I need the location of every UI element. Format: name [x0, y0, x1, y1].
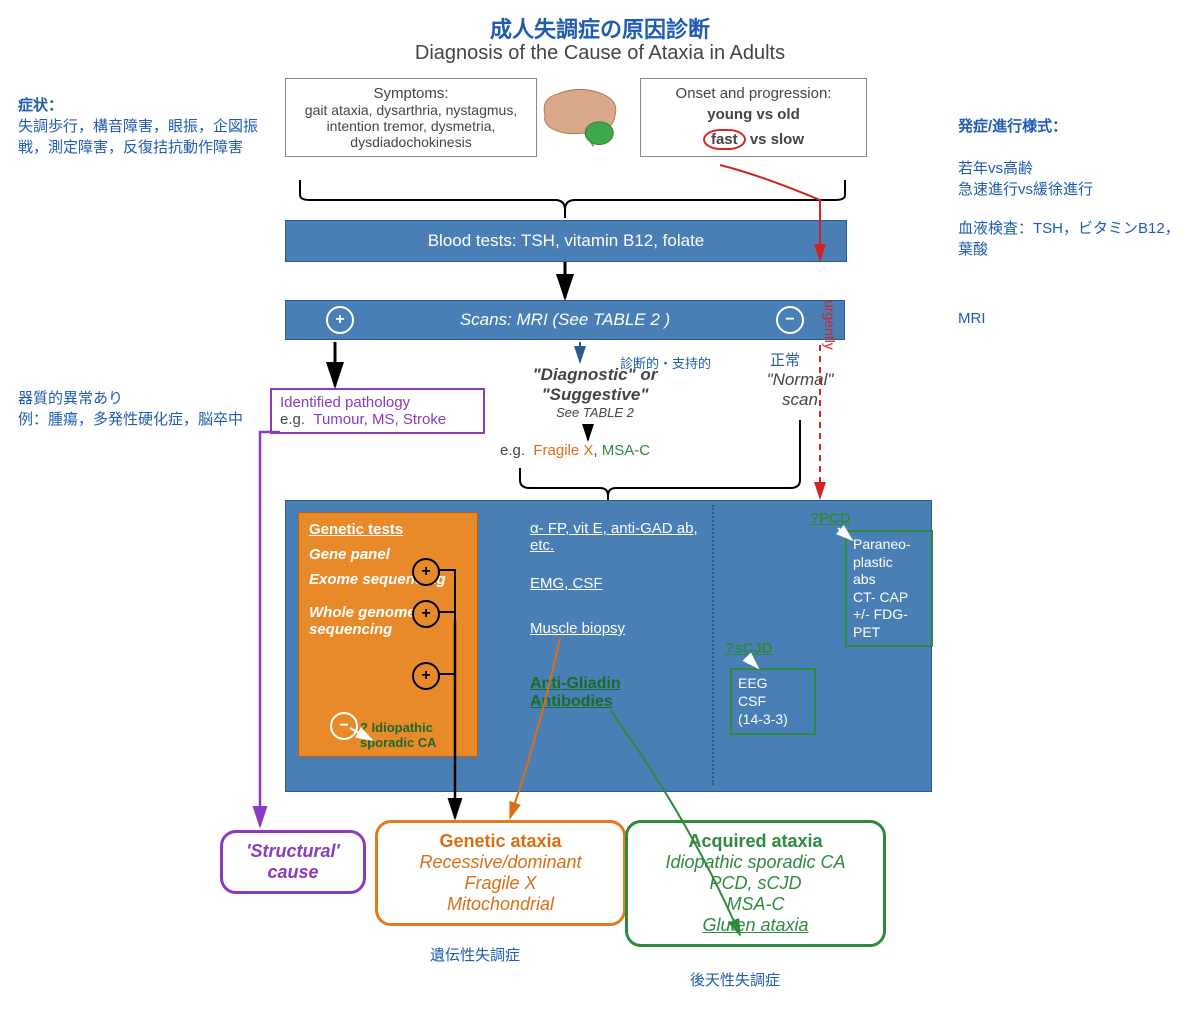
normal-l2: scan — [745, 390, 855, 410]
muscle-biopsy: Muscle biopsy — [530, 620, 625, 637]
normal-scan: "Normal" scan — [745, 370, 855, 410]
scjd-q: ?sCJD — [725, 640, 773, 657]
scjd-box: EEG CSF (14-3-3) — [730, 668, 816, 735]
eg-msac: MSA-C — [602, 442, 650, 459]
onset-slow: vs slow — [746, 131, 804, 148]
structural-l2: cause — [233, 862, 353, 883]
normal-l1: "Normal" — [745, 370, 855, 390]
structural-l1: 'Structural' — [233, 841, 353, 862]
panel-divider — [712, 505, 714, 785]
acquired-l2: PCD, sCJD — [638, 873, 873, 894]
eg-fragilex: Fragile X — [533, 442, 593, 459]
acquired-hdr: Acquired ataxia — [638, 831, 873, 852]
acquired-l3: MSA-C — [638, 894, 873, 915]
acquired-outcome: Acquired ataxia Idiopathic sporadic CA P… — [625, 820, 886, 947]
onset-title: Onset and progression: — [651, 85, 856, 102]
structural-outcome: 'Structural' cause — [220, 830, 366, 894]
blood-tests-text: Blood tests: TSH, vitamin B12, folate — [428, 231, 705, 251]
diag-l3: See TABLE 2 — [510, 405, 680, 420]
pcd-q: ?PCD — [810, 510, 851, 527]
jp-onset: 発症/進行様式： 若年vs高齢 急速進行vs緩徐進行 — [958, 95, 1188, 200]
jp-diag: 診断的・支持的 — [620, 355, 711, 373]
title-en: Diagnosis of the Cause of Ataxia in Adul… — [300, 42, 900, 65]
genetic-ataxia-hdr: Genetic ataxia — [388, 831, 613, 852]
onset-box: Onset and progression: young vs old fast… — [640, 78, 867, 157]
genetic-ataxia-l1: Recessive/dominant — [388, 852, 613, 873]
title-jp: 成人失調症の原因診断 — [300, 12, 900, 44]
jp-scans: MRI — [958, 308, 986, 329]
jp-blood: 血液検査：TSH，ビタミンB12，葉酸 — [958, 218, 1188, 260]
acquired-l4: Gluten ataxia — [638, 915, 873, 936]
acquired-l1: Idiopathic sporadic CA — [638, 852, 873, 873]
jp-symptoms-body: 失調歩行，構音障害，眼振，企図振戦，測定障害，反復拮抗動作障害 — [18, 118, 258, 156]
wgs: Whole genome sequencing — [309, 604, 467, 638]
id-path-l2: Tumour, MS, Stroke — [313, 411, 446, 428]
minus-icon: − — [776, 306, 804, 334]
symptoms-body: gait ataxia, dysarthria, nystagmus, inte… — [296, 102, 526, 150]
genetic-outcome: Genetic ataxia Recessive/dominant Fragil… — [375, 820, 626, 926]
genetic-ataxia-l2: Fragile X — [388, 873, 613, 894]
afp-line: α- FP, vit E, anti-GAD ab, etc. — [530, 520, 700, 554]
blood-tests-bar: Blood tests: TSH, vitamin B12, folate — [285, 220, 847, 262]
genetic-ataxia-l3: Mitochondrial — [388, 894, 613, 915]
identified-pathology-box: Identified pathology e.g. Tumour, MS, St… — [270, 388, 485, 434]
jp-onset-hdr: 発症/進行様式： — [958, 118, 1067, 135]
genetic-hdr: Genetic tests — [309, 521, 467, 538]
brain-icon — [535, 85, 625, 160]
diag-suggestive: "Diagnostic" or "Suggestive" See TABLE 2 — [510, 365, 680, 420]
eg-fragilex-msac: e.g. Fragile X, MSA-C — [500, 442, 650, 459]
jp-normal: 正常 — [770, 350, 800, 371]
diag-l2: "Suggestive" — [510, 385, 680, 405]
jp-symptoms: 症状： 失調歩行，構音障害，眼振，企図振戦，測定障害，反復拮抗動作障害 — [18, 95, 268, 158]
emg-csf: EMG, CSF — [530, 575, 603, 592]
jp-genetic: 遺伝性失調症 — [430, 945, 520, 966]
anti-gliadin: Anti-Gliadin Antibodies — [530, 675, 650, 711]
jp-onset-body: 若年vs高齢 急速進行vs緩徐進行 — [958, 160, 1093, 198]
plus-icon: + — [326, 306, 354, 334]
pcd-box: Paraneo- plastic abs CT- CAP +/- FDG- PE… — [845, 530, 933, 647]
exome: Exome sequencing — [309, 571, 467, 588]
jp-acquired: 後天性失調症 — [690, 970, 780, 991]
jp-id-path: 器質的異常あり 例：腫瘍，多発性硬化症，脳卒中 — [18, 388, 258, 430]
onset-fast-circled: fast — [703, 129, 746, 150]
urgently-label: urgently — [822, 300, 838, 350]
scans-text: Scans: MRI (See TABLE 2 ) — [460, 310, 670, 330]
plus-icon-ex: + — [412, 600, 440, 628]
idiopathic-q: ? Idiopathic sporadic CA — [360, 720, 470, 750]
jp-symptoms-hdr: 症状： — [18, 97, 63, 114]
plus-icon-wgs: + — [412, 662, 440, 690]
minus-icon-genetic: − — [330, 712, 358, 740]
plus-icon-gp: + — [412, 558, 440, 586]
id-path-l1: Identified pathology — [280, 394, 475, 411]
symptoms-title: Symptoms: — [296, 85, 526, 102]
gene-panel: Gene panel — [309, 546, 467, 563]
scans-bar: + Scans: MRI (See TABLE 2 ) − — [285, 300, 845, 340]
symptoms-box: Symptoms: gait ataxia, dysarthria, nysta… — [285, 78, 537, 157]
onset-young-old: young vs old — [651, 106, 856, 123]
